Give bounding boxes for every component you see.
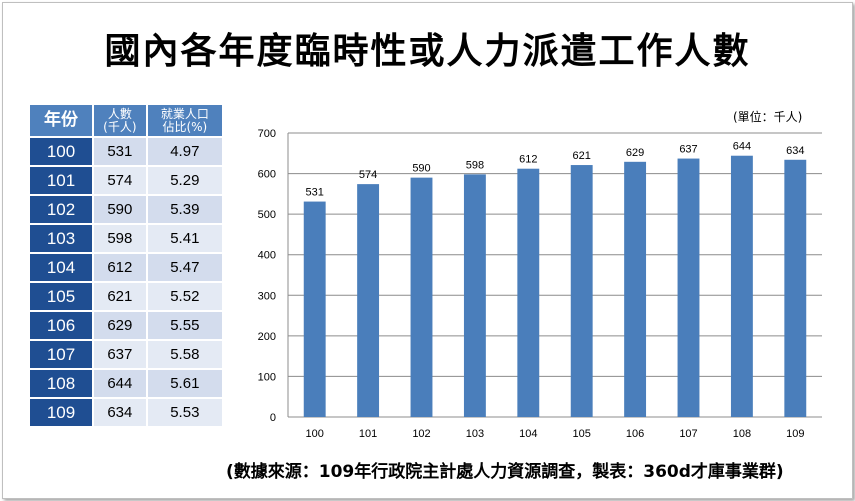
cell-ratio: 5.52 bbox=[147, 283, 222, 310]
header-people: 人數 (千人) bbox=[94, 105, 146, 136]
data-label: 629 bbox=[626, 147, 644, 159]
table-row: 109 634 5.53 bbox=[30, 399, 222, 426]
bar bbox=[463, 174, 486, 417]
data-label: 637 bbox=[679, 144, 697, 156]
cell-ratio: 5.58 bbox=[147, 341, 222, 368]
bar bbox=[624, 161, 647, 417]
bar bbox=[677, 158, 700, 417]
table-row: 106 629 5.55 bbox=[30, 312, 222, 339]
header-year: 年份 bbox=[30, 105, 92, 136]
cell-year: 106 bbox=[30, 312, 92, 339]
table-row: 105 621 5.52 bbox=[30, 283, 222, 310]
cell-people: 637 bbox=[94, 341, 146, 368]
y-tick-label: 100 bbox=[258, 371, 276, 383]
cell-year: 101 bbox=[30, 167, 92, 194]
cell-ratio: 4.97 bbox=[147, 138, 222, 165]
cell-people: 644 bbox=[94, 370, 146, 397]
table-row: 107 637 5.58 bbox=[30, 341, 222, 368]
cell-year: 105 bbox=[30, 283, 92, 310]
cell-ratio: 5.39 bbox=[147, 196, 222, 223]
bar bbox=[303, 201, 326, 417]
y-tick-label: 500 bbox=[258, 209, 276, 221]
bar bbox=[517, 168, 540, 417]
cell-year: 107 bbox=[30, 341, 92, 368]
cell-year: 100 bbox=[30, 138, 92, 165]
table-row: 102 590 5.39 bbox=[30, 196, 222, 223]
cell-year: 102 bbox=[30, 196, 92, 223]
table-row: 100 531 4.97 bbox=[30, 138, 222, 165]
x-tick-label: 108 bbox=[733, 428, 751, 440]
y-tick-label: 600 bbox=[258, 169, 276, 181]
cell-people: 574 bbox=[94, 167, 146, 194]
bar bbox=[784, 159, 807, 417]
cell-year: 104 bbox=[30, 254, 92, 281]
data-label: 590 bbox=[412, 163, 430, 175]
bar bbox=[357, 184, 380, 417]
cell-ratio: 5.47 bbox=[147, 254, 222, 281]
cell-people: 531 bbox=[94, 138, 146, 165]
cell-ratio: 5.53 bbox=[147, 399, 222, 426]
data-label: 612 bbox=[519, 154, 537, 166]
table-row: 103 598 5.41 bbox=[30, 225, 222, 252]
unit-label: (單位：千人) bbox=[733, 110, 803, 124]
y-tick-label: 700 bbox=[258, 128, 276, 140]
x-tick-label: 104 bbox=[519, 428, 537, 440]
header-ratio-line1: 就業人口 bbox=[160, 106, 209, 121]
data-label: 574 bbox=[359, 169, 377, 181]
cell-people: 612 bbox=[94, 254, 146, 281]
data-table: 年份 人數 (千人) 就業人口 佔比(%) 100 531 4.97 101 574 5… bbox=[28, 103, 224, 428]
cell-year: 109 bbox=[30, 399, 92, 426]
cell-people: 621 bbox=[94, 283, 146, 310]
cell-people: 634 bbox=[94, 399, 146, 426]
data-label: 634 bbox=[786, 145, 804, 157]
header-ratio-line2: 佔比(%) bbox=[162, 119, 208, 134]
cell-people: 598 bbox=[94, 225, 146, 252]
cell-year: 108 bbox=[30, 370, 92, 397]
header-people-line1: 人數 bbox=[107, 106, 132, 121]
x-tick-label: 105 bbox=[573, 428, 591, 440]
cell-people: 590 bbox=[94, 196, 146, 223]
y-tick-label: 400 bbox=[258, 250, 276, 262]
cell-ratio: 5.29 bbox=[147, 167, 222, 194]
y-tick-label: 200 bbox=[258, 331, 276, 343]
header-people-line2: (千人) bbox=[103, 119, 137, 134]
y-tick-label: 300 bbox=[258, 290, 276, 302]
cell-ratio: 5.41 bbox=[147, 225, 222, 252]
bar bbox=[570, 165, 593, 417]
x-tick-label: 107 bbox=[679, 428, 697, 440]
table-header-row: 年份 人數 (千人) 就業人口 佔比(%) bbox=[30, 105, 222, 136]
cell-year: 103 bbox=[30, 225, 92, 252]
x-tick-label: 102 bbox=[412, 428, 430, 440]
x-tick-label: 103 bbox=[466, 428, 484, 440]
data-label: 644 bbox=[733, 141, 751, 153]
data-label: 621 bbox=[573, 150, 591, 162]
y-tick-label: 0 bbox=[270, 412, 276, 424]
chart-title: 國內各年度臨時性或人力派遣工作人數 bbox=[104, 31, 751, 72]
x-tick-label: 106 bbox=[626, 428, 644, 440]
cell-people: 629 bbox=[94, 312, 146, 339]
bar-chart: 0 100 200 300 400 500 600 700 531 100 574 101 590 102… bbox=[258, 128, 822, 440]
header-ratio: 就業人口 佔比(%) bbox=[147, 105, 222, 136]
data-label: 531 bbox=[306, 187, 324, 199]
bar bbox=[410, 177, 433, 417]
table-row: 104 612 5.47 bbox=[30, 254, 222, 281]
bar bbox=[730, 155, 753, 417]
x-tick-label: 101 bbox=[359, 428, 377, 440]
table-row: 108 644 5.61 bbox=[30, 370, 222, 397]
cell-ratio: 5.55 bbox=[147, 312, 222, 339]
data-label: 598 bbox=[466, 159, 484, 171]
x-tick-label: 109 bbox=[786, 428, 804, 440]
table-row: 101 574 5.29 bbox=[30, 167, 222, 194]
cell-ratio: 5.61 bbox=[147, 370, 222, 397]
x-tick-label: 100 bbox=[306, 428, 324, 440]
source-note: (數據來源：109年行政院主計處人力資源調查，製表：360d才庫事業群) bbox=[226, 462, 784, 482]
